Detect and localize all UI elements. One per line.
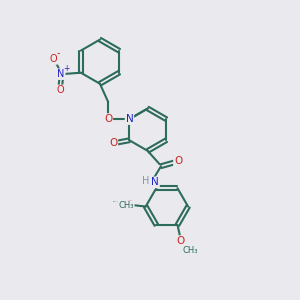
Text: O: O [174, 156, 182, 166]
Text: O: O [56, 85, 64, 95]
Text: CH₃: CH₃ [118, 201, 134, 210]
Text: CH₃: CH₃ [183, 246, 198, 255]
Text: O: O [109, 138, 117, 148]
Text: N: N [125, 114, 133, 124]
Text: -: - [56, 49, 60, 58]
Text: O: O [104, 114, 112, 124]
Text: N: N [57, 69, 65, 79]
Text: O: O [176, 236, 184, 246]
Text: methoxy: methoxy [113, 201, 119, 202]
Text: N: N [151, 177, 159, 188]
Text: +: + [63, 64, 69, 74]
Text: O: O [50, 54, 57, 64]
Text: H: H [142, 176, 149, 186]
Text: O: O [125, 200, 134, 210]
